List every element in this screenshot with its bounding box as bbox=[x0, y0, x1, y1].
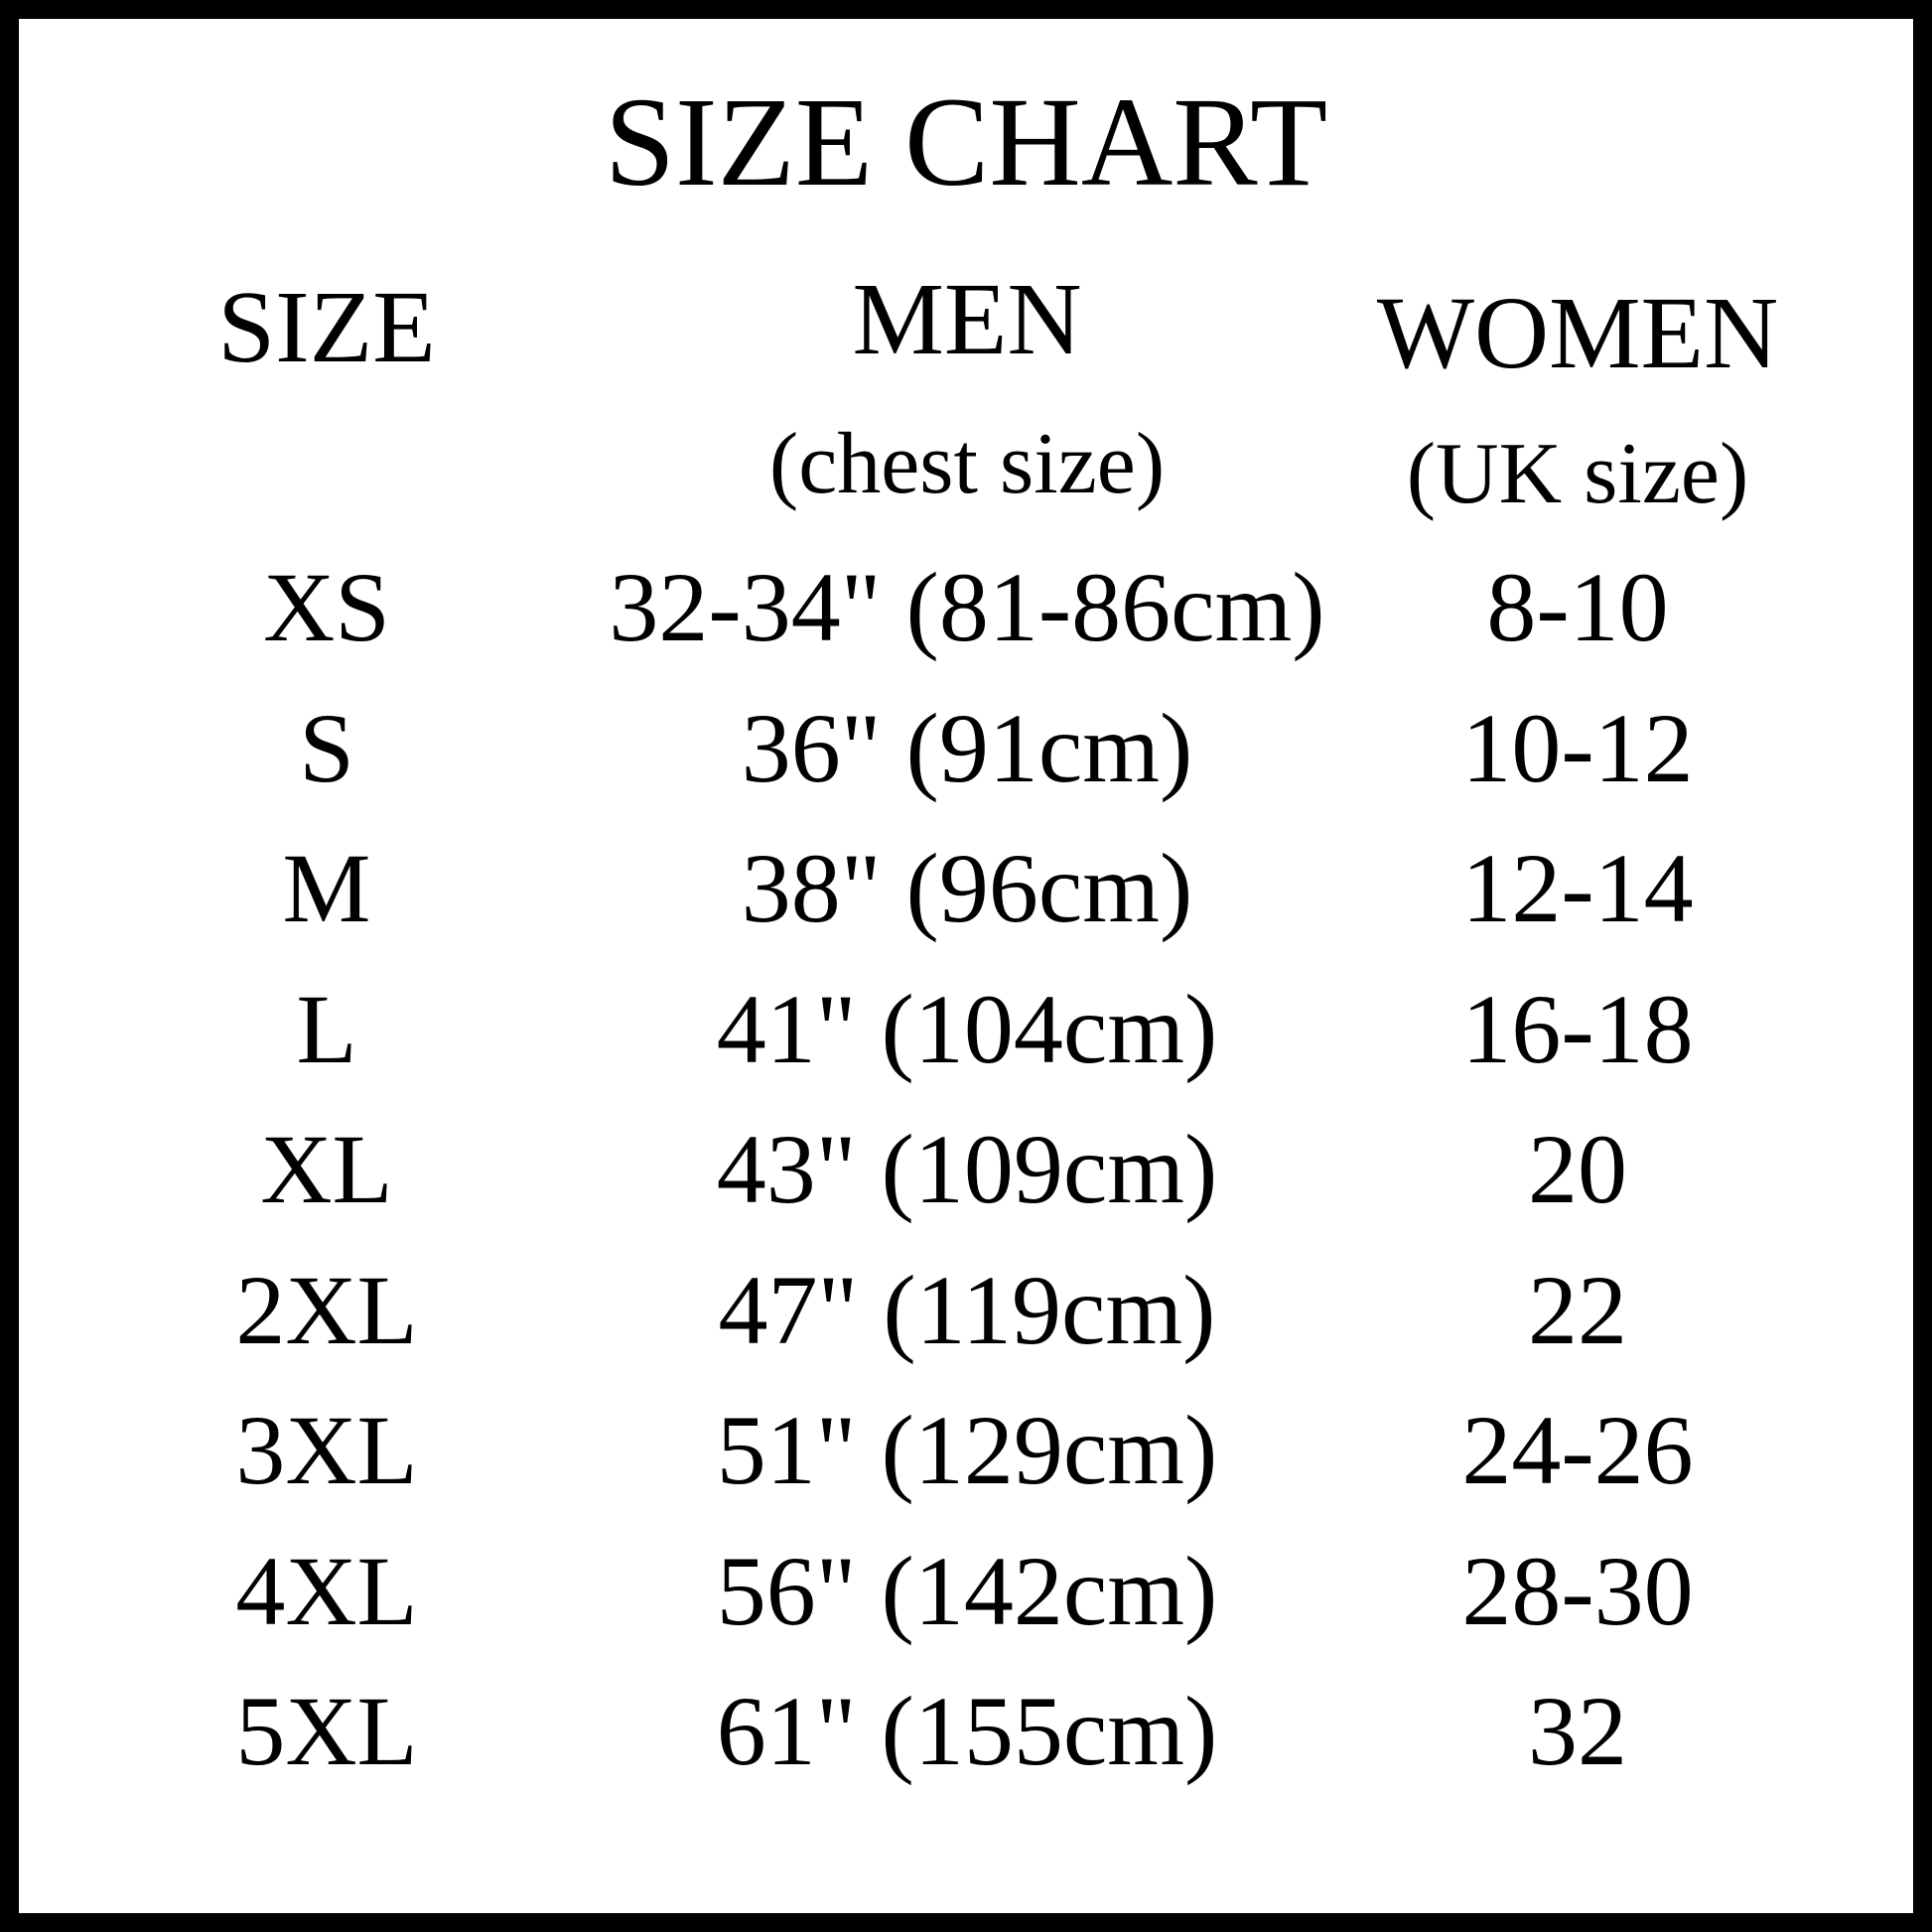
table-cell-men: 43" (109cm) bbox=[716, 1114, 1218, 1224]
table-cell-women: 12-14 bbox=[1461, 833, 1694, 943]
table-cell-size: 5XL bbox=[235, 1676, 418, 1786]
table-cell-women: 20 bbox=[1528, 1114, 1627, 1224]
table-cell-men: 32-34" (81-86cm) bbox=[609, 552, 1325, 662]
page-title: SIZE CHART bbox=[604, 71, 1328, 212]
table-cell-women: 16-18 bbox=[1461, 973, 1694, 1084]
header-men: MEN bbox=[852, 262, 1082, 376]
table-cell-women: 28-30 bbox=[1461, 1535, 1694, 1646]
table-cell-size: 3XL bbox=[235, 1395, 418, 1505]
header-men-sub: (chest size) bbox=[768, 416, 1166, 512]
table-cell-men: 38" (96cm) bbox=[741, 833, 1193, 943]
table-cell-size: XL bbox=[260, 1114, 393, 1224]
table-cell-men: 41" (104cm) bbox=[716, 973, 1218, 1084]
table-cell-women: 10-12 bbox=[1461, 692, 1694, 803]
table-cell-size: 2XL bbox=[235, 1254, 418, 1365]
chart-frame bbox=[19, 19, 1913, 1913]
table-cell-men: 47" (119cm) bbox=[718, 1254, 1216, 1365]
table-cell-size: 4XL bbox=[235, 1535, 418, 1646]
table-cell-women: 24-26 bbox=[1461, 1395, 1694, 1505]
table-cell-women: 8-10 bbox=[1486, 552, 1669, 662]
table-cell-women: 32 bbox=[1528, 1676, 1627, 1786]
table-cell-size: XS bbox=[263, 552, 390, 662]
table-cell-size: S bbox=[299, 692, 354, 803]
table-cell-men: 36" (91cm) bbox=[741, 692, 1193, 803]
table-cell-men: 56" (142cm) bbox=[716, 1535, 1218, 1646]
table-cell-size: M bbox=[282, 833, 371, 943]
header-women-sub: (UK size) bbox=[1406, 426, 1749, 522]
table-cell-size: L bbox=[296, 973, 357, 1084]
table-cell-women: 22 bbox=[1528, 1254, 1627, 1365]
header-women: WOMEN bbox=[1376, 276, 1779, 390]
table-cell-men: 51" (129cm) bbox=[716, 1395, 1218, 1505]
table-cell-men: 61" (155cm) bbox=[716, 1676, 1218, 1786]
header-size: SIZE bbox=[217, 270, 436, 384]
